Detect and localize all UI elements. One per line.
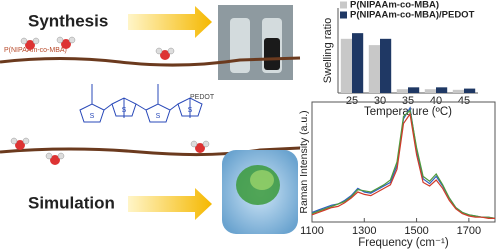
arrow (128, 188, 212, 220)
x-tick-label: 35 (402, 95, 414, 107)
vial-pedot (264, 38, 280, 70)
legend-swatch (340, 1, 347, 9)
y-axis-label: Swelling ratio (322, 18, 334, 83)
legend-label: P(NIPAAm-co-MBA)/PEDOT (350, 10, 475, 21)
bar (436, 87, 448, 93)
bar (424, 89, 436, 93)
water-molecules (10, 36, 210, 165)
x-tick-label: 1500 (404, 225, 428, 237)
y-axis-label: Raman Intensity (a.u.) (298, 110, 310, 213)
atom-label: S (122, 107, 127, 114)
legend-swatch (340, 11, 347, 19)
legend-label: P(NIPAAm-co-MBA) (350, 0, 439, 11)
x-axis-label: Frequency (cm⁻¹) (358, 237, 449, 249)
x-tick-label: 1100 (300, 225, 324, 237)
arrow (128, 6, 212, 38)
plot-frame (311, 101, 496, 223)
bar (352, 33, 364, 93)
x-tick-label: 1700 (457, 225, 481, 237)
simulation-label: Simulation (28, 193, 115, 212)
x-tick-label: 30 (374, 95, 386, 107)
x-tick-label: 40 (430, 95, 442, 107)
atom-label: S (90, 113, 95, 120)
bar (464, 88, 476, 93)
bar (340, 38, 352, 93)
polymer-label: P(NIPAAm-co-MBA) (4, 47, 67, 54)
atom-label: S (156, 113, 161, 120)
spectrum-line (311, 112, 495, 219)
x-tick-label: 1300 (352, 225, 376, 237)
polymer-coil (250, 170, 274, 190)
x-tick-label: 45 (458, 95, 470, 107)
atom-label: S (188, 107, 193, 114)
synthesis-label: Synthesis (28, 11, 108, 30)
bar (452, 89, 464, 93)
vial (230, 18, 250, 73)
polymer-chain (0, 56, 301, 67)
bar (380, 38, 392, 93)
spectrum-line (311, 109, 496, 219)
pedot-chain (79, 84, 203, 123)
pedot-label: PEDOT (190, 94, 215, 101)
bar (396, 89, 408, 93)
bar (368, 45, 380, 93)
x-tick-label: 25 (346, 95, 358, 107)
bar (408, 87, 420, 93)
